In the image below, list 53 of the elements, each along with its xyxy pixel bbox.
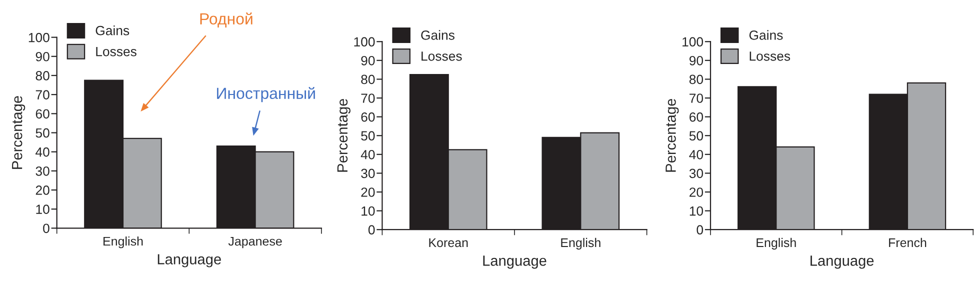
y-tick-label: 90 bbox=[36, 52, 50, 62]
y-tick-label: 50 bbox=[689, 131, 704, 141]
y-tick-label: 70 bbox=[361, 94, 375, 103]
y-tick-label: 100 bbox=[682, 37, 704, 47]
legend-label: Gains bbox=[96, 26, 130, 36]
legend-label: Gains bbox=[421, 30, 454, 40]
y-tick-label: 100 bbox=[28, 32, 50, 42]
y-tick-label: 40 bbox=[689, 150, 704, 160]
y-tick-label: 100 bbox=[354, 37, 375, 47]
y-tick-label: 40 bbox=[36, 147, 50, 157]
x-tick-label: English bbox=[561, 238, 600, 250]
legend-label: Losses bbox=[96, 47, 136, 56]
y-tick-label: 80 bbox=[361, 74, 375, 84]
legend-label: Losses bbox=[422, 52, 462, 61]
y-tick-label: 20 bbox=[36, 186, 50, 195]
y-tick-label: 10 bbox=[690, 206, 704, 216]
y-tick-label: 60 bbox=[690, 112, 704, 122]
y-tick-label: 70 bbox=[36, 90, 50, 100]
y-tick-label: 80 bbox=[36, 71, 50, 80]
y-axis-title: Percentage bbox=[12, 96, 26, 169]
legend-label: Gains bbox=[749, 30, 783, 40]
y-tick-label: 0 bbox=[696, 225, 704, 235]
y-tick-label: 0 bbox=[43, 224, 50, 234]
legend-label: Losses bbox=[750, 52, 790, 61]
y-tick-label: 20 bbox=[361, 188, 375, 197]
y-tick-label: 50 bbox=[36, 128, 50, 138]
y-tick-label: 10 bbox=[36, 204, 50, 214]
x-tick-label: French bbox=[889, 238, 926, 248]
y-tick-label: 90 bbox=[690, 56, 704, 66]
y-tick-label: 40 bbox=[360, 150, 375, 160]
x-tick-label: English bbox=[756, 238, 796, 250]
y-tick-label: 60 bbox=[361, 112, 375, 122]
y-tick-label: 60 bbox=[36, 109, 50, 119]
y-tick-label: 80 bbox=[689, 74, 704, 84]
annotation: Иностранный bbox=[217, 86, 315, 102]
y-tick-label: 30 bbox=[36, 166, 50, 176]
x-axis-title: Language bbox=[810, 256, 874, 269]
x-tick-label: Korean bbox=[429, 238, 468, 248]
y-axis-title: Percentage bbox=[337, 98, 350, 172]
y-axis-title: Percentage bbox=[666, 98, 679, 172]
y-tick-label: 20 bbox=[690, 188, 704, 197]
y-tick-label: 70 bbox=[690, 94, 704, 103]
y-tick-label: 30 bbox=[689, 168, 704, 178]
x-tick-label: Japanese bbox=[228, 236, 282, 248]
x-axis-title: Language bbox=[483, 256, 546, 269]
y-tick-label: 50 bbox=[361, 131, 375, 141]
y-tick-label: 30 bbox=[361, 168, 375, 178]
y-tick-label: 10 bbox=[362, 206, 375, 216]
x-axis-title: Language bbox=[158, 254, 221, 268]
y-tick-label: 0 bbox=[368, 225, 375, 235]
text: Родной bbox=[200, 12, 252, 28]
x-tick-label: English bbox=[104, 236, 143, 248]
y-tick-label: 90 bbox=[361, 56, 375, 66]
